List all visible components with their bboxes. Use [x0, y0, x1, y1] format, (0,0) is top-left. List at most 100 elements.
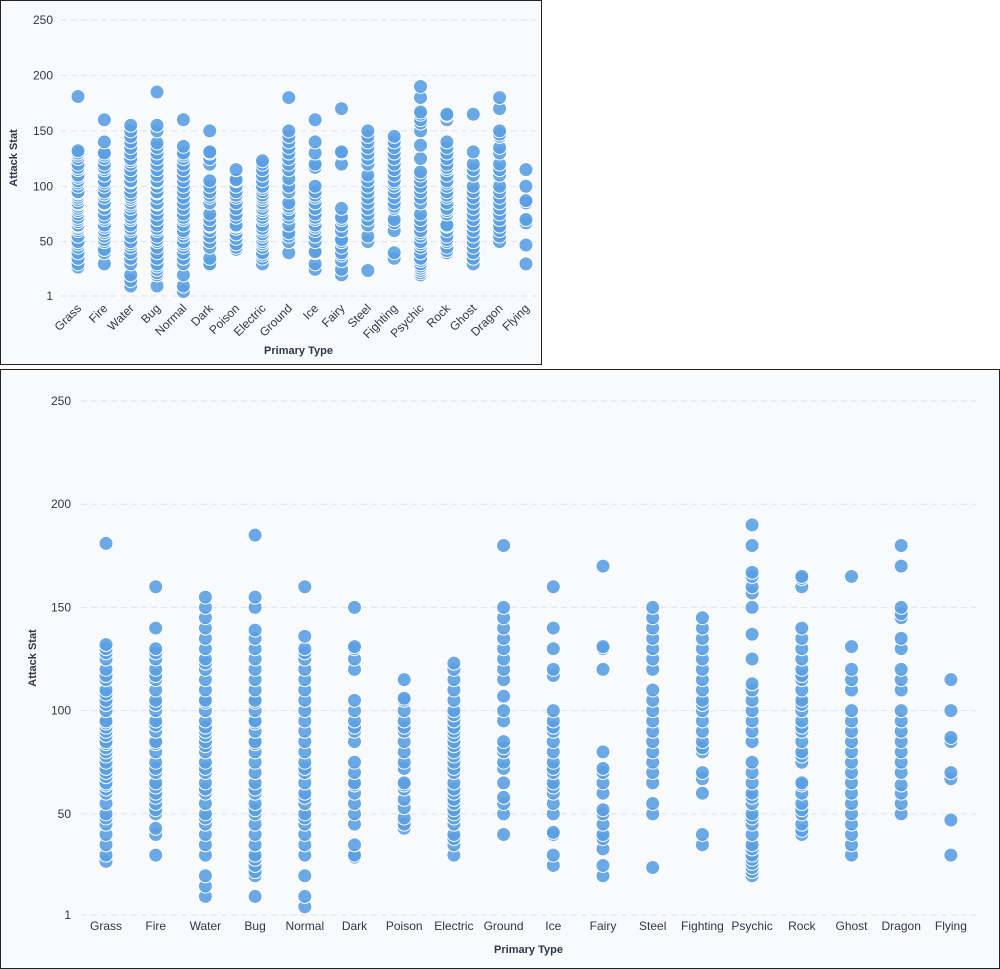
data-point: [595, 639, 611, 655]
data-point: [844, 568, 859, 584]
y-axis-title: Attack Stat: [8, 129, 20, 187]
series-bug: [247, 527, 263, 904]
y-tick-label: 1: [46, 289, 53, 303]
data-point: [844, 703, 859, 719]
data-point: [98, 535, 114, 551]
data-point: [360, 123, 376, 139]
data-point: [496, 537, 512, 553]
data-point: [844, 639, 859, 655]
series-psychic: [744, 517, 760, 884]
data-point: [545, 847, 561, 863]
data-point: [149, 84, 165, 100]
data-point: [744, 599, 760, 615]
x-tick-label: Grass: [90, 919, 122, 933]
y-tick-label: 200: [33, 68, 53, 82]
series-fairy: [334, 101, 349, 283]
data-point: [148, 847, 164, 863]
data-point: [545, 579, 561, 595]
data-point: [794, 775, 810, 791]
data-point: [386, 128, 402, 144]
x-tick-label: Fairy: [590, 919, 617, 933]
data-point: [148, 579, 164, 595]
series-electric: [446, 655, 462, 863]
data-point: [307, 112, 323, 128]
x-tick-label: Flying: [935, 919, 967, 933]
data-point: [595, 802, 611, 818]
x-tick-label: Fire: [145, 919, 166, 933]
series-fighting: [386, 128, 402, 266]
data-point: [347, 599, 362, 615]
data-point: [413, 151, 429, 167]
series-water: [197, 589, 213, 904]
data-point: [228, 162, 244, 178]
data-point: [496, 775, 512, 791]
data-point: [943, 672, 959, 688]
data-point: [545, 703, 561, 719]
data-point: [943, 703, 959, 719]
data-point: [307, 178, 323, 194]
data-point: [360, 263, 376, 279]
series-ground: [281, 90, 297, 261]
data-point: [518, 256, 534, 272]
data-point: [96, 112, 112, 128]
y-tick-label: 50: [58, 807, 72, 821]
data-point: [496, 688, 512, 704]
series-rock: [794, 568, 810, 842]
data-point: [518, 162, 534, 178]
data-point: [794, 620, 810, 636]
data-point: [794, 568, 810, 584]
data-point: [545, 620, 561, 636]
data-point: [197, 589, 213, 605]
x-tick-label: Dark: [342, 919, 368, 933]
data-point: [307, 134, 323, 150]
x-tick-label: Flying: [500, 301, 533, 334]
data-point: [694, 785, 710, 801]
data-point: [465, 144, 481, 160]
y-tick-label: 250: [33, 13, 53, 27]
x-tick-label: Ground: [484, 919, 524, 933]
data-point: [98, 637, 114, 653]
data-point: [347, 837, 362, 853]
data-point: [148, 620, 164, 636]
series-ghost: [465, 106, 481, 272]
data-point: [347, 754, 362, 770]
data-point: [413, 164, 429, 180]
data-point: [744, 651, 760, 667]
data-point: [347, 639, 362, 655]
data-point: [893, 537, 909, 553]
series-normal: [297, 579, 313, 915]
chart-panel-large: 1 50 100 150 200 250 Grass Fire Water Bug Normal Da…: [0, 369, 1000, 969]
y-tick-label: 50: [40, 235, 54, 249]
data-point: [496, 826, 512, 842]
x-tick-label: Ghost: [835, 919, 868, 933]
data-point: [893, 661, 909, 677]
data-point: [396, 775, 412, 791]
data-point: [645, 599, 661, 615]
data-point: [694, 826, 710, 842]
x-tick-label: Psychic: [731, 919, 772, 933]
data-point: [744, 564, 760, 580]
data-point: [492, 123, 508, 139]
y-axis-title: Attack Stat: [27, 629, 39, 687]
data-point: [247, 527, 263, 543]
series-fire: [96, 112, 112, 272]
data-point: [439, 106, 455, 122]
data-point: [70, 88, 86, 104]
x-axis-title: Primary Type: [264, 345, 333, 357]
data-point: [297, 868, 313, 884]
series-flying: [943, 672, 959, 863]
data-point: [148, 641, 164, 657]
y-tick-label: 200: [51, 497, 71, 511]
data-point: [175, 112, 191, 128]
data-point: [943, 812, 959, 828]
series-poison: [228, 162, 244, 257]
data-point: [281, 123, 297, 139]
data-point: [202, 123, 218, 139]
data-point: [334, 200, 349, 216]
series-fairy: [595, 558, 611, 884]
data-point: [396, 690, 412, 706]
data-point: [297, 628, 313, 644]
data-point: [297, 579, 313, 595]
